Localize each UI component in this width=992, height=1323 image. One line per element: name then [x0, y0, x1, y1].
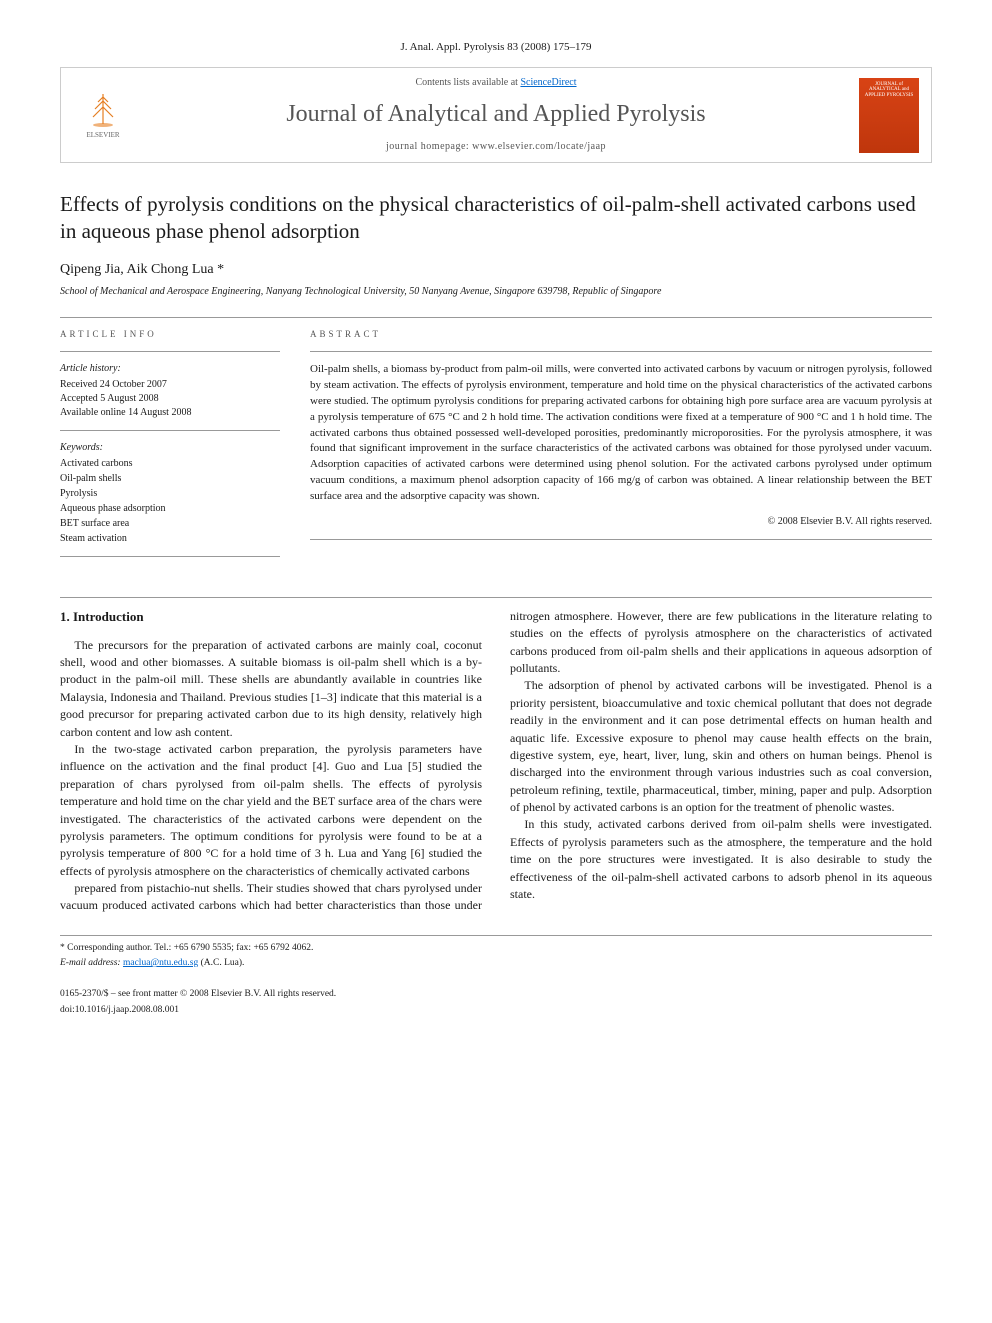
info-abstract-row: ARTICLE INFO Article history: Received 2… [60, 328, 932, 567]
keyword: Pyrolysis [60, 487, 280, 501]
keyword: Aqueous phase adsorption [60, 502, 280, 516]
issn-copyright-line: 0165-2370/$ – see front matter © 2008 El… [60, 988, 932, 1001]
body-paragraph: In this study, activated carbons derived… [510, 816, 932, 903]
abstract-heading: ABSTRACT [310, 328, 932, 341]
body-paragraph: The adsorption of phenol by activated ca… [510, 677, 932, 816]
divider [60, 430, 280, 431]
body-two-column: 1. Introduction The precursors for the p… [60, 608, 932, 915]
divider [60, 317, 932, 318]
affiliation: School of Mechanical and Aerospace Engin… [60, 285, 932, 299]
abstract-copyright: © 2008 Elsevier B.V. All rights reserved… [310, 515, 932, 529]
body-paragraph: In the two-stage activated carbon prepar… [60, 741, 482, 880]
keywords-label: Keywords: [60, 441, 280, 455]
history-label: Article history: [60, 362, 280, 376]
abstract-block: ABSTRACT Oil-palm shells, a biomass by-p… [310, 328, 932, 567]
header-center: Contents lists available at ScienceDirec… [133, 76, 859, 154]
section-heading-intro: 1. Introduction [60, 608, 482, 627]
elsevier-logo: ELSEVIER [73, 80, 133, 150]
doi-line: doi:10.1016/j.jaap.2008.08.001 [60, 1004, 932, 1017]
corresponding-author-footer: * Corresponding author. Tel.: +65 6790 5… [60, 935, 932, 971]
divider [60, 351, 280, 352]
keyword: Steam activation [60, 532, 280, 546]
journal-header: ELSEVIER Contents lists available at Sci… [60, 67, 932, 163]
journal-homepage-line: journal homepage: www.elsevier.com/locat… [133, 140, 859, 154]
divider [310, 351, 932, 352]
abstract-text: Oil-palm shells, a biomass by-product fr… [310, 362, 932, 505]
article-title: Effects of pyrolysis conditions on the p… [60, 191, 932, 246]
accepted-date: Accepted 5 August 2008 [60, 392, 280, 406]
divider [60, 556, 280, 557]
divider [60, 597, 932, 598]
keyword: Oil-palm shells [60, 472, 280, 486]
email-suffix: (A.C. Lua). [198, 958, 244, 968]
body-paragraph: The precursors for the preparation of ac… [60, 637, 482, 741]
elsevier-tree-icon [83, 89, 123, 129]
online-date: Available online 14 August 2008 [60, 406, 280, 420]
authors-line: Qipeng Jia, Aik Chong Lua * [60, 260, 932, 280]
keyword: BET surface area [60, 517, 280, 531]
divider [310, 539, 932, 540]
publisher-name: ELSEVIER [86, 131, 119, 141]
corresponding-author: * Corresponding author. Tel.: +65 6790 5… [60, 942, 932, 955]
email-line: E-mail address: maclua@ntu.edu.sg (A.C. … [60, 957, 932, 970]
journal-name: Journal of Analytical and Applied Pyroly… [133, 98, 859, 132]
article-info-block: ARTICLE INFO Article history: Received 2… [60, 328, 280, 567]
email-link[interactable]: maclua@ntu.edu.sg [123, 958, 198, 968]
contents-prefix: Contents lists available at [415, 77, 520, 88]
cover-label: JOURNAL of ANALYTICAL and APPLIED PYROLY… [863, 82, 915, 99]
journal-cover-thumbnail: JOURNAL of ANALYTICAL and APPLIED PYROLY… [859, 78, 919, 153]
sciencedirect-link[interactable]: ScienceDirect [520, 77, 576, 88]
contents-available-line: Contents lists available at ScienceDirec… [133, 76, 859, 90]
keyword: Activated carbons [60, 457, 280, 471]
homepage-prefix: journal homepage: [386, 141, 472, 152]
article-info-heading: ARTICLE INFO [60, 328, 280, 341]
homepage-url: www.elsevier.com/locate/jaap [472, 141, 606, 152]
keywords-list: Activated carbons Oil-palm shells Pyroly… [60, 457, 280, 546]
journal-reference: J. Anal. Appl. Pyrolysis 83 (2008) 175–1… [60, 40, 932, 55]
email-label: E-mail address: [60, 958, 123, 968]
received-date: Received 24 October 2007 [60, 378, 280, 392]
